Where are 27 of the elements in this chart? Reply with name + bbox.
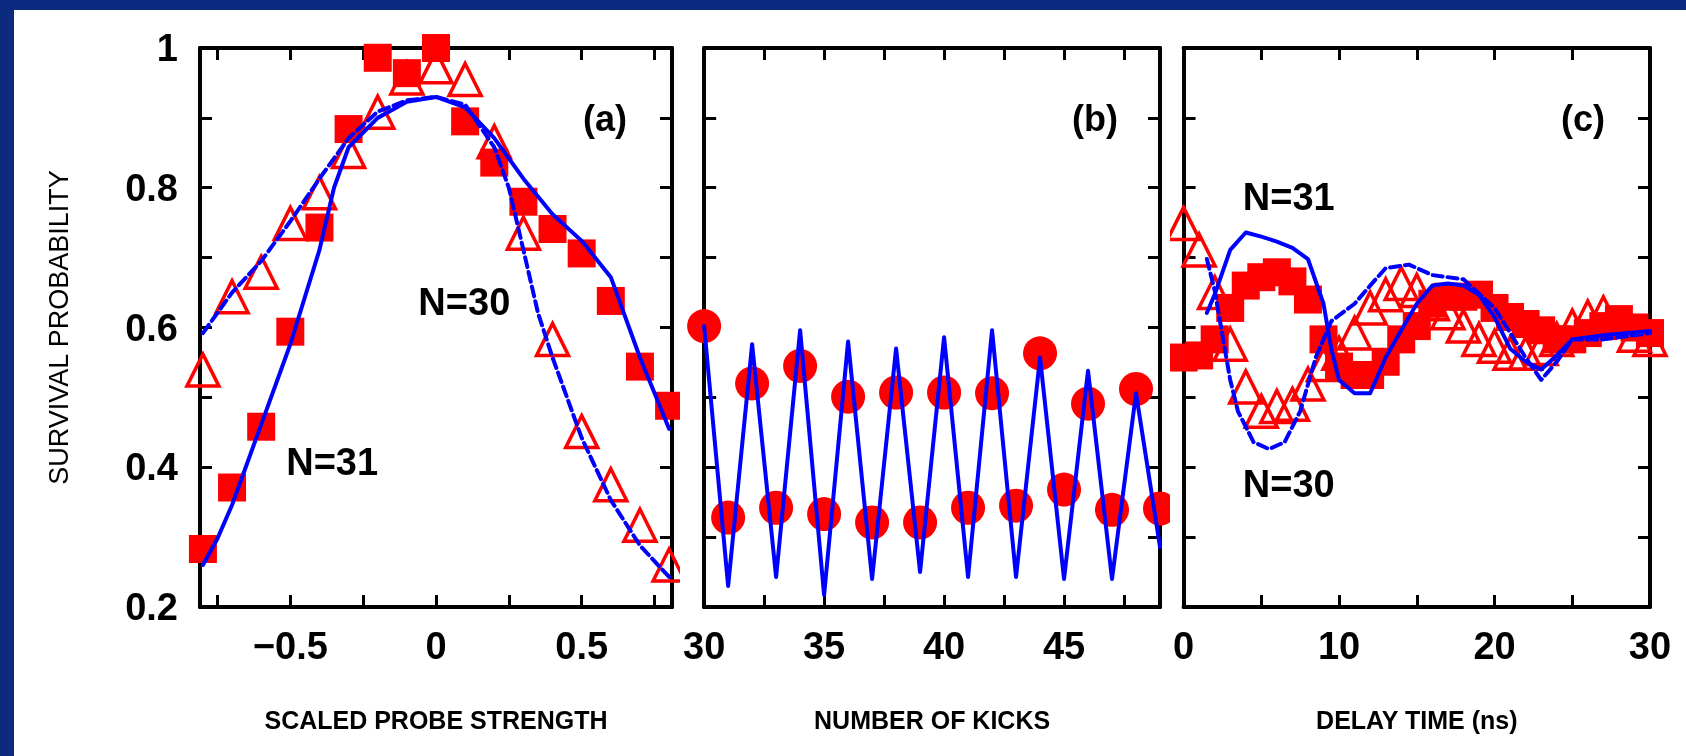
x-tick-label: 20: [1473, 625, 1516, 667]
annotation: N=31: [1242, 175, 1335, 218]
x-tick-label: 40: [922, 625, 966, 667]
text: (b): [1072, 97, 1118, 139]
annotation: N=30: [1242, 463, 1335, 506]
y-tick-label: 0.6: [125, 306, 178, 349]
x-tick-label: −0.5: [252, 625, 328, 667]
text: (c): [1561, 97, 1605, 139]
y-tick-label: 0.2: [125, 586, 178, 628]
y-axis-title: SURVIVAL PROBABILITY: [43, 170, 74, 485]
y-tick-label: 0.8: [125, 166, 178, 209]
x-axis-title: NUMBER OF KICKS: [814, 705, 1051, 734]
x-tick-label: 0: [425, 625, 447, 667]
x-tick-label: 0.5: [555, 625, 609, 667]
x-tick-label: 30: [682, 625, 726, 667]
x-tick-label: 0: [1173, 625, 1195, 667]
x-tick-label: 30: [1628, 625, 1672, 667]
x-tick-label: 45: [1042, 625, 1086, 667]
x-axis-title: DELAY TIME (ns): [1316, 705, 1518, 734]
y-tick-label: 1: [156, 27, 178, 69]
x-tick-label: 10: [1317, 625, 1361, 667]
text: (a): [583, 97, 627, 139]
annotation: N=30: [418, 281, 511, 324]
y-tick-label: 0.4: [125, 446, 178, 489]
annotation: N=31: [286, 440, 379, 483]
x-tick-label: 35: [802, 625, 846, 667]
x-axis-title: SCALED PROBE STRENGTH: [264, 705, 608, 734]
